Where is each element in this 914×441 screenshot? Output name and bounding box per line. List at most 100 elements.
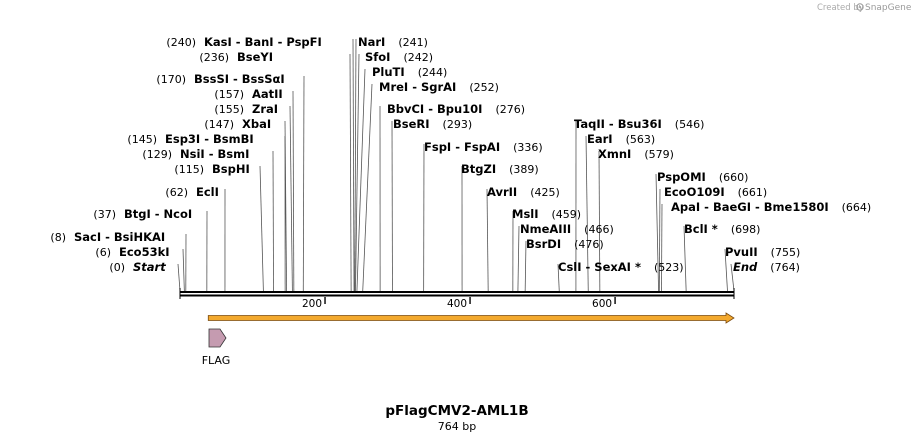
site-position: (276): [495, 103, 525, 116]
ruler-ticks: 200 400 600: [302, 297, 616, 310]
feature-flag-label: FLAG: [202, 354, 231, 367]
site-position: (0): [109, 261, 125, 274]
site-label-eco53ki[interactable]: (6) Eco53kI: [95, 245, 169, 259]
tick-label: 200: [302, 298, 322, 310]
site-position: (698): [731, 223, 761, 236]
map-title: pFlagCMV2-AML1B: [385, 403, 528, 419]
site-name: ApaI - BaeGI - Bme1580I: [671, 200, 829, 214]
site-label-ecli[interactable]: (62) EclI: [165, 185, 219, 199]
site-label-taqii[interactable]: TaqII - Bsu36I (546): [574, 117, 704, 131]
site-label-pluti[interactable]: PluTI (244): [372, 65, 447, 79]
site-label-saci[interactable]: (8) SacI - BsiHKAI: [50, 230, 165, 244]
site-position: (155): [214, 103, 244, 116]
site-connector-start: [177, 263, 181, 292]
site-label-avrii[interactable]: AvrII (425): [487, 185, 560, 199]
site-connector-nmeaiii: [517, 225, 520, 292]
site-connector-bcli: [683, 225, 687, 292]
site-label-nmeaiii[interactable]: NmeAIII (466): [520, 222, 614, 236]
site-name: BspHI: [212, 162, 250, 176]
site-label-start[interactable]: (0) Start: [109, 260, 166, 274]
site-label-btgzi[interactable]: BtgZI (389): [461, 162, 539, 176]
site-position: (661): [738, 186, 768, 199]
feature-flag[interactable]: [208, 328, 227, 348]
site-name: EclI: [196, 185, 219, 199]
site-connector-pvuii: [724, 248, 728, 292]
site-label-csli[interactable]: CslI - SexAI * (523): [558, 260, 684, 274]
site-name: Esp3I - BsmBI: [165, 132, 254, 146]
site-name: BbvCI - Bpu10I: [387, 102, 482, 116]
site-label-msli[interactable]: MslI (459): [512, 207, 581, 221]
site-name: ZraI: [252, 102, 278, 116]
site-name: BseRI: [393, 117, 430, 131]
site-label-pspomi[interactable]: PspOMI (660): [657, 170, 748, 184]
site-position: (252): [469, 81, 499, 94]
site-name: BssSI - BssSαI: [194, 72, 285, 86]
site-position: (157): [214, 88, 244, 101]
site-label-aatii[interactable]: (157) AatII: [214, 87, 282, 101]
site-position: (755): [771, 246, 801, 259]
site-position: (115): [174, 163, 204, 176]
site-connector-pspomi: [655, 173, 659, 292]
site-position: (244): [418, 66, 448, 79]
site-name: EcoO109I: [664, 185, 725, 199]
site-connector-nsii: [272, 150, 274, 292]
site-connector-zrai: [289, 105, 293, 292]
site-position: (764): [770, 261, 800, 274]
site-name: CslI - SexAI *: [558, 260, 641, 274]
site-position: (129): [142, 148, 172, 161]
site-name: Start: [133, 260, 166, 274]
site-name: FspI - FspAI: [424, 140, 500, 154]
site-label-btgi[interactable]: (37) BtgI - NcoI: [93, 207, 192, 221]
site-label-mrei[interactable]: MreI - SgrAI (252): [379, 80, 499, 94]
site-label-eari[interactable]: EarI (563): [587, 132, 655, 146]
site-label-pvuii[interactable]: PvuII (755): [725, 245, 800, 259]
site-position: (170): [156, 73, 186, 86]
site-label-xbai[interactable]: (147) XbaI: [204, 117, 271, 131]
map-length: 764 bp: [438, 420, 476, 433]
site-label-sfoi[interactable]: SfoI (242): [365, 50, 433, 64]
site-name: PvuII: [725, 245, 758, 259]
site-label-xmni[interactable]: XmnI (579): [598, 147, 674, 161]
site-label-bbvci[interactable]: BbvCI - Bpu10I (276): [387, 102, 525, 116]
site-name: XmnI: [598, 147, 631, 161]
site-label-bsssi[interactable]: (170) BssSI - BssSαI: [156, 72, 284, 86]
site-name: MslI: [512, 207, 539, 221]
created-by-text: Created by: [817, 3, 864, 13]
site-label-kasi[interactable]: (240) KasI - BanI - PspFI: [166, 35, 321, 49]
site-position: (6): [95, 246, 111, 259]
orf-arrow[interactable]: [207, 312, 735, 324]
snapgene-logo-icon: [856, 3, 864, 11]
site-position: (293): [443, 118, 473, 131]
orf-arrow-shape: [207, 312, 735, 324]
site-position: (37): [93, 208, 116, 221]
site-name: NmeAIII: [520, 222, 571, 236]
site-label-zrai[interactable]: (155) ZraI: [214, 102, 278, 116]
site-label-bsphi[interactable]: (115) BspHI: [174, 162, 249, 176]
site-labels: (240) KasI - BanI - PspFI NarI (241) (236) Bs…: [50, 35, 871, 274]
site-name: BsrDI: [526, 237, 561, 251]
site-label-esp3i[interactable]: (145) Esp3I - BsmBI: [127, 132, 253, 146]
site-connector-bsphi: [259, 165, 264, 292]
site-connector-csli: [557, 263, 560, 292]
site-label-bseri[interactable]: BseRI (293): [393, 117, 472, 131]
site-label-bsrdi[interactable]: BsrDI (476): [526, 237, 604, 251]
site-connectors: [177, 38, 735, 292]
site-label-bseyi[interactable]: (236) BseYI: [199, 50, 273, 64]
site-label-apai[interactable]: ApaI - BaeGI - Bme1580I (664): [671, 200, 871, 214]
site-label-ecoo109i[interactable]: EcoO109I (661): [664, 185, 767, 199]
site-label-nari[interactable]: NarI (241): [358, 35, 428, 49]
site-label-fspi[interactable]: FspI - FspAI (336): [424, 140, 543, 154]
site-label-nsii[interactable]: (129) NsiI - BsmI: [142, 147, 249, 161]
site-position: (563): [626, 133, 656, 146]
sequence-backbone: [179, 288, 735, 299]
site-connector-sfoi: [355, 53, 360, 292]
site-name: BclI *: [684, 222, 718, 236]
site-position: (546): [675, 118, 705, 131]
site-name: XbaI: [242, 117, 271, 131]
site-position: (476): [574, 238, 604, 251]
site-label-end[interactable]: End (764): [733, 260, 800, 274]
site-name: Eco53kI: [119, 245, 170, 259]
site-label-bcli[interactable]: BclI * (698): [684, 222, 760, 236]
site-name: NsiI - BsmI: [180, 147, 249, 161]
